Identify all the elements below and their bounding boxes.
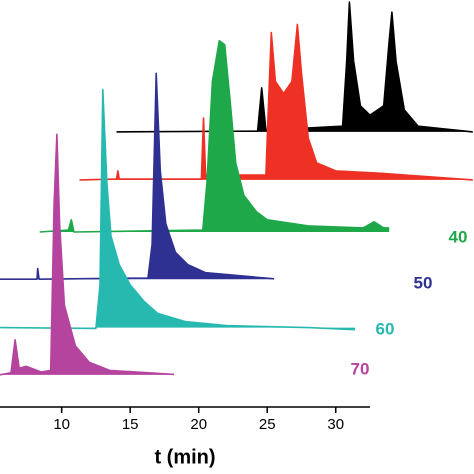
trace — [39, 39, 390, 233]
trace-fill — [39, 40, 390, 233]
legend-label: 40 — [449, 227, 468, 246]
trace-fill — [79, 24, 473, 180]
trace — [0, 72, 275, 280]
trace — [79, 23, 473, 181]
trace — [116, 1, 473, 133]
x-tick-label: 25 — [259, 416, 276, 433]
trace — [0, 133, 175, 376]
trace — [0, 88, 355, 331]
legend-label: 50 — [414, 273, 433, 292]
trace-fill — [0, 134, 174, 375]
x-tick-label: 20 — [190, 416, 207, 433]
x-tick-label: 30 — [327, 416, 344, 433]
legend-label: 70 — [351, 359, 370, 378]
x-tick-label: 10 — [53, 416, 70, 433]
x-axis-label: t (min) — [154, 446, 215, 468]
x-tick-label: 15 — [122, 416, 139, 433]
legend-label: 60 — [376, 319, 395, 338]
